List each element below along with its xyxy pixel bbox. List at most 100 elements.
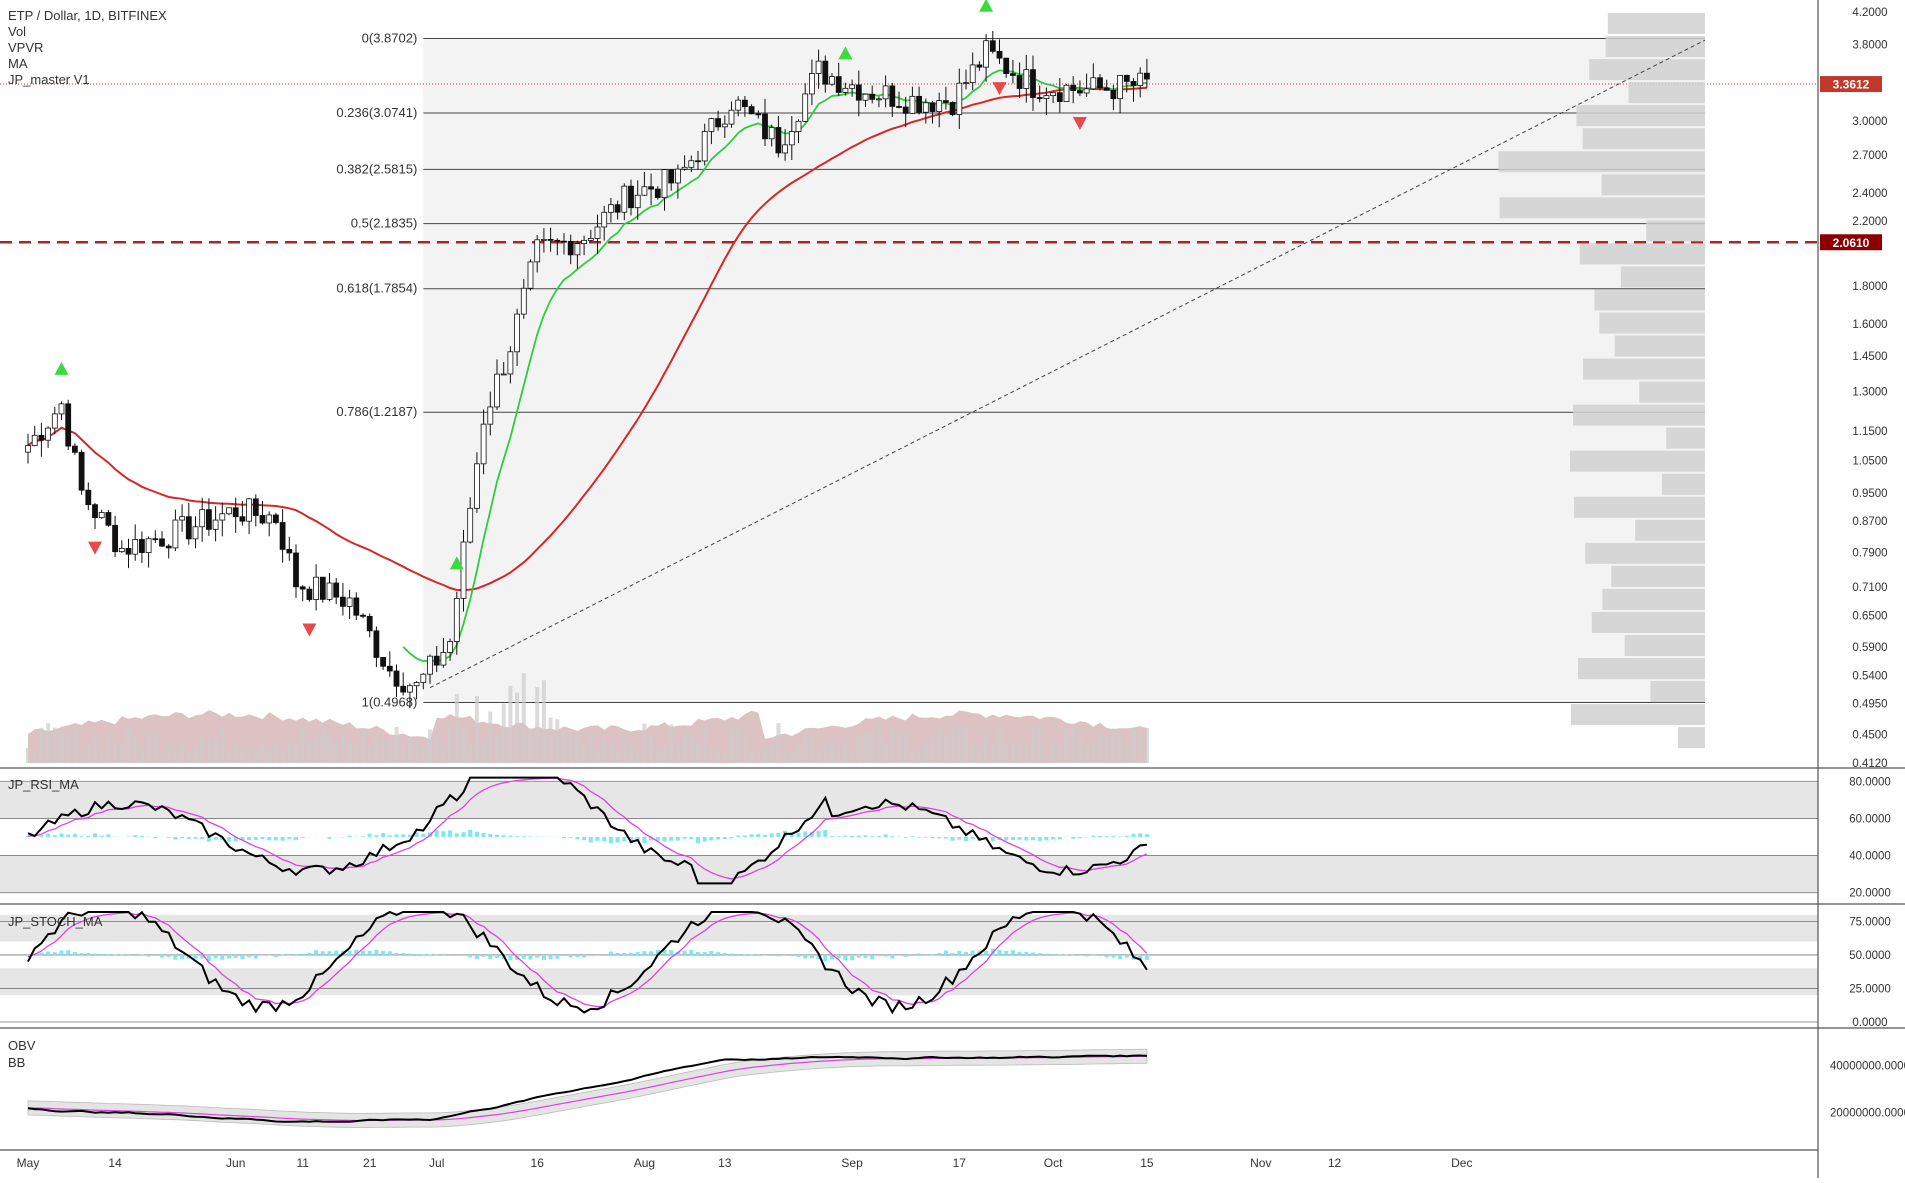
candle-body — [1031, 70, 1036, 98]
obv-pane-label[interactable]: OBV — [8, 1038, 35, 1053]
rsi-histogram-bar — [904, 837, 908, 838]
stoch-histogram-bar — [1031, 952, 1035, 954]
rsi-histogram-bar — [167, 837, 171, 838]
candle-body — [39, 435, 44, 440]
candle-body — [1057, 93, 1062, 102]
volume-bar — [408, 738, 412, 763]
stoch-histogram-bar — [334, 951, 338, 955]
stoch-histogram-bar — [1038, 953, 1042, 955]
volume-bar — [998, 729, 1002, 763]
volume-bar — [26, 748, 30, 763]
stoch-histogram-bar — [381, 951, 385, 955]
rsi-histogram-bar — [582, 837, 586, 840]
candle-body — [836, 77, 841, 93]
candle-body — [340, 597, 345, 606]
rsi-histogram-bar — [870, 836, 874, 837]
volume-bar — [817, 749, 821, 763]
stoch-histogram-bar — [294, 954, 298, 955]
rsi-histogram-bar — [616, 837, 620, 843]
rsi-pane-label[interactable]: JP_RSI_MA — [8, 777, 79, 792]
rsi-histogram-bar — [39, 835, 43, 837]
rsi-histogram-bar — [388, 835, 392, 837]
indicator-vol[interactable]: Vol — [8, 24, 167, 40]
candle-body — [227, 508, 232, 514]
candle-body — [669, 170, 674, 183]
candle-body — [79, 452, 84, 490]
volume-bar — [977, 748, 981, 763]
price-tick-label: 2.7000 — [1852, 150, 1887, 162]
stoch-histogram-bar — [214, 955, 218, 959]
volume-bar — [529, 728, 533, 763]
stoch-histogram-bar — [388, 951, 392, 955]
volume-bar — [395, 727, 399, 763]
stoch-histogram-bar — [683, 951, 687, 955]
volume-bar — [200, 738, 204, 763]
bb-pane-label[interactable]: BB — [8, 1055, 25, 1070]
volume-profile-bar — [1594, 289, 1705, 310]
price-tick-label: 1.0500 — [1852, 455, 1887, 467]
rsi-histogram-bar — [716, 837, 720, 840]
stoch-histogram-bar — [261, 955, 265, 956]
candle-body — [468, 508, 473, 542]
rsi-histogram-bar — [1145, 834, 1149, 837]
volume-bar — [609, 742, 613, 763]
stoch-histogram-bar — [535, 955, 539, 958]
stoch-pane-label[interactable]: JP_STOCH_MA — [8, 914, 102, 929]
indicator-jp-master[interactable]: JP_master V1 — [8, 72, 167, 88]
stoch-histogram-bar — [689, 950, 693, 955]
candle-body — [59, 404, 64, 414]
candle-body — [428, 656, 433, 674]
stoch-histogram-bar — [622, 953, 626, 955]
candle-body — [1004, 58, 1009, 73]
stoch-histogram-bar — [589, 955, 593, 956]
rsi-histogram-bar — [301, 837, 305, 838]
rsi-histogram-bar — [1111, 836, 1115, 837]
indicator-vpvr[interactable]: VPVR — [8, 40, 167, 56]
price-tick-label: 0.4950 — [1852, 699, 1887, 711]
volume-bar — [147, 733, 151, 763]
volume-profile-bar — [1611, 566, 1705, 587]
rsi-tick-label: 40.0000 — [1849, 851, 1891, 863]
rsi-histogram-bar — [1125, 836, 1129, 837]
candle-body — [675, 169, 680, 183]
volume-bar — [763, 748, 767, 763]
rsi-histogram-bar — [1024, 837, 1028, 840]
volume-bar — [776, 723, 780, 763]
rsi-histogram-bar — [957, 837, 961, 840]
rsi-histogram-bar — [803, 831, 807, 837]
volume-bar — [1091, 743, 1095, 763]
candle-body — [461, 542, 466, 598]
stoch-histogram-bar — [368, 951, 372, 955]
indicator-ma[interactable]: MA — [8, 56, 167, 72]
volume-bar — [153, 732, 157, 763]
volume-bar — [991, 744, 995, 763]
rsi-histogram-bar — [495, 835, 499, 837]
volume-bar — [214, 737, 218, 763]
rsi-histogram-bar — [1071, 837, 1075, 839]
price-tick-label: 2.2000 — [1852, 216, 1887, 228]
volume-bar — [307, 739, 311, 763]
stoch-lower-band — [0, 968, 1818, 995]
candle-body — [850, 85, 855, 88]
stoch-histogram-bar — [395, 953, 399, 955]
rsi-histogram-bar — [328, 837, 332, 839]
volume-bar — [656, 746, 660, 763]
stoch-histogram-bar — [770, 955, 774, 956]
time-tick-label: 11 — [296, 1156, 309, 1170]
price-tick-label: 1.6000 — [1852, 319, 1887, 331]
stoch-histogram-bar — [669, 950, 673, 955]
price-tick-label: 0.8700 — [1852, 516, 1887, 528]
candle-body — [1091, 78, 1096, 89]
volume-bar — [696, 741, 700, 763]
volume-bar — [676, 746, 680, 763]
volume-bar — [917, 749, 921, 763]
volume-bar — [843, 738, 847, 763]
stoch-histogram-bar — [227, 955, 231, 959]
stoch-histogram-bar — [488, 955, 492, 959]
candle-body — [722, 124, 727, 127]
volume-bar — [602, 740, 606, 763]
stoch-histogram-bar — [522, 955, 526, 959]
price-tick-label: 0.6500 — [1852, 611, 1887, 623]
candle-body — [642, 187, 647, 195]
